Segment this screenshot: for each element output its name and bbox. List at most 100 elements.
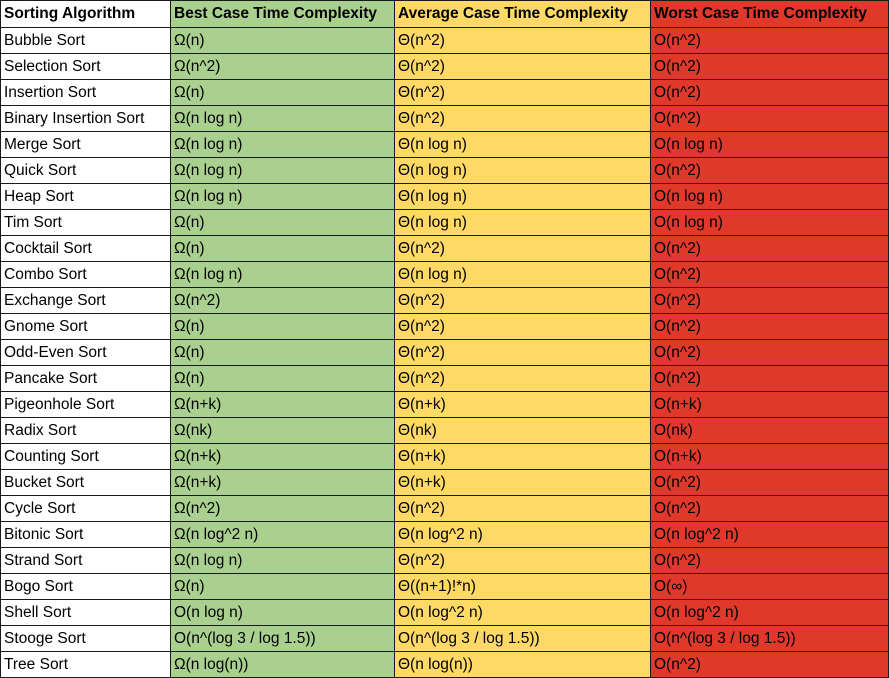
worst-case-cell[interactable]: O(n^2): [650, 53, 889, 80]
best-case-cell[interactable]: Ω(n log(n)): [170, 651, 395, 678]
best-case-cell[interactable]: Ω(n log n): [170, 105, 395, 132]
best-case-cell[interactable]: Ω(n): [170, 79, 395, 106]
algorithm-name-cell[interactable]: Counting Sort: [0, 443, 171, 470]
best-case-cell[interactable]: Ω(n+k): [170, 469, 395, 496]
average-case-cell[interactable]: Θ(n^2): [394, 547, 651, 574]
average-case-cell[interactable]: Θ(n^2): [394, 495, 651, 522]
algorithm-name-cell[interactable]: Bucket Sort: [0, 469, 171, 496]
algorithm-name-cell[interactable]: Selection Sort: [0, 53, 171, 80]
best-case-cell[interactable]: Ω(n log n): [170, 547, 395, 574]
algorithm-name-cell[interactable]: Stooge Sort: [0, 625, 171, 652]
worst-case-cell[interactable]: O(n log n): [650, 209, 889, 236]
best-case-cell[interactable]: Ω(n): [170, 209, 395, 236]
header-average-case[interactable]: Average Case Time Complexity: [394, 0, 651, 28]
algorithm-name-cell[interactable]: Odd-Even Sort: [0, 339, 171, 366]
best-case-cell[interactable]: Ω(n^2): [170, 287, 395, 314]
average-case-cell[interactable]: O(n log^2 n): [394, 599, 651, 626]
worst-case-cell[interactable]: O(n^2): [650, 79, 889, 106]
worst-case-cell[interactable]: O(n^2): [650, 547, 889, 574]
worst-case-cell[interactable]: O(n^2): [650, 313, 889, 340]
average-case-cell[interactable]: Θ(nk): [394, 417, 651, 444]
best-case-cell[interactable]: Ω(n log n): [170, 131, 395, 158]
header-worst-case[interactable]: Worst Case Time Complexity: [650, 0, 889, 28]
best-case-cell[interactable]: Ω(n log n): [170, 183, 395, 210]
average-case-cell[interactable]: O(n^(log 3 / log 1.5)): [394, 625, 651, 652]
average-case-cell[interactable]: Θ(n+k): [394, 391, 651, 418]
best-case-cell[interactable]: Ω(n): [170, 365, 395, 392]
worst-case-cell[interactable]: O(∞): [650, 573, 889, 600]
average-case-cell[interactable]: Θ(n log n): [394, 157, 651, 184]
average-case-cell[interactable]: Θ(n^2): [394, 235, 651, 262]
worst-case-cell[interactable]: O(n+k): [650, 391, 889, 418]
algorithm-name-cell[interactable]: Shell Sort: [0, 599, 171, 626]
worst-case-cell[interactable]: O(n log^2 n): [650, 521, 889, 548]
average-case-cell[interactable]: Θ(n+k): [394, 443, 651, 470]
best-case-cell[interactable]: Ω(n^2): [170, 53, 395, 80]
worst-case-cell[interactable]: O(n^2): [650, 105, 889, 132]
algorithm-name-cell[interactable]: Radix Sort: [0, 417, 171, 444]
worst-case-cell[interactable]: O(n^2): [650, 157, 889, 184]
best-case-cell[interactable]: O(n^(log 3 / log 1.5)): [170, 625, 395, 652]
algorithm-name-cell[interactable]: Bubble Sort: [0, 27, 171, 54]
worst-case-cell[interactable]: O(n log n): [650, 183, 889, 210]
average-case-cell[interactable]: Θ((n+1)!*n): [394, 573, 651, 600]
algorithm-name-cell[interactable]: Insertion Sort: [0, 79, 171, 106]
best-case-cell[interactable]: Ω(n): [170, 27, 395, 54]
algorithm-name-cell[interactable]: Merge Sort: [0, 131, 171, 158]
best-case-cell[interactable]: Ω(n+k): [170, 443, 395, 470]
average-case-cell[interactable]: Θ(n log n): [394, 183, 651, 210]
best-case-cell[interactable]: Ω(n log^2 n): [170, 521, 395, 548]
best-case-cell[interactable]: Ω(n+k): [170, 391, 395, 418]
algorithm-name-cell[interactable]: Bogo Sort: [0, 573, 171, 600]
worst-case-cell[interactable]: O(n^2): [650, 365, 889, 392]
header-best-case[interactable]: Best Case Time Complexity: [170, 0, 395, 28]
worst-case-cell[interactable]: O(n+k): [650, 443, 889, 470]
average-case-cell[interactable]: Θ(n log n): [394, 209, 651, 236]
worst-case-cell[interactable]: O(n^(log 3 / log 1.5)): [650, 625, 889, 652]
worst-case-cell[interactable]: O(n^2): [650, 495, 889, 522]
worst-case-cell[interactable]: O(n log n): [650, 131, 889, 158]
best-case-cell[interactable]: Ω(n): [170, 573, 395, 600]
worst-case-cell[interactable]: O(n^2): [650, 261, 889, 288]
algorithm-name-cell[interactable]: Tree Sort: [0, 651, 171, 678]
worst-case-cell[interactable]: O(n^2): [650, 287, 889, 314]
algorithm-name-cell[interactable]: Combo Sort: [0, 261, 171, 288]
average-case-cell[interactable]: Θ(n log(n)): [394, 651, 651, 678]
worst-case-cell[interactable]: O(n^2): [650, 339, 889, 366]
average-case-cell[interactable]: Θ(n log n): [394, 261, 651, 288]
best-case-cell[interactable]: O(n log n): [170, 599, 395, 626]
header-algorithm[interactable]: Sorting Algorithm: [0, 0, 171, 28]
worst-case-cell[interactable]: O(n log^2 n): [650, 599, 889, 626]
algorithm-name-cell[interactable]: Pigeonhole Sort: [0, 391, 171, 418]
algorithm-name-cell[interactable]: Quick Sort: [0, 157, 171, 184]
average-case-cell[interactable]: Θ(n^2): [394, 287, 651, 314]
algorithm-name-cell[interactable]: Exchange Sort: [0, 287, 171, 314]
worst-case-cell[interactable]: O(n^2): [650, 469, 889, 496]
average-case-cell[interactable]: Θ(n^2): [394, 53, 651, 80]
average-case-cell[interactable]: Θ(n^2): [394, 365, 651, 392]
average-case-cell[interactable]: Θ(n^2): [394, 313, 651, 340]
algorithm-name-cell[interactable]: Cycle Sort: [0, 495, 171, 522]
average-case-cell[interactable]: Θ(n^2): [394, 339, 651, 366]
best-case-cell[interactable]: Ω(n log n): [170, 261, 395, 288]
algorithm-name-cell[interactable]: Heap Sort: [0, 183, 171, 210]
worst-case-cell[interactable]: O(n^2): [650, 27, 889, 54]
algorithm-name-cell[interactable]: Strand Sort: [0, 547, 171, 574]
algorithm-name-cell[interactable]: Cocktail Sort: [0, 235, 171, 262]
best-case-cell[interactable]: Ω(n log n): [170, 157, 395, 184]
average-case-cell[interactable]: Θ(n log^2 n): [394, 521, 651, 548]
algorithm-name-cell[interactable]: Binary Insertion Sort: [0, 105, 171, 132]
best-case-cell[interactable]: Ω(n): [170, 313, 395, 340]
best-case-cell[interactable]: Ω(nk): [170, 417, 395, 444]
average-case-cell[interactable]: Θ(n^2): [394, 79, 651, 106]
worst-case-cell[interactable]: O(n^2): [650, 651, 889, 678]
worst-case-cell[interactable]: O(n^2): [650, 235, 889, 262]
algorithm-name-cell[interactable]: Pancake Sort: [0, 365, 171, 392]
average-case-cell[interactable]: Θ(n+k): [394, 469, 651, 496]
worst-case-cell[interactable]: O(nk): [650, 417, 889, 444]
average-case-cell[interactable]: Θ(n log n): [394, 131, 651, 158]
algorithm-name-cell[interactable]: Tim Sort: [0, 209, 171, 236]
best-case-cell[interactable]: Ω(n): [170, 235, 395, 262]
best-case-cell[interactable]: Ω(n^2): [170, 495, 395, 522]
best-case-cell[interactable]: Ω(n): [170, 339, 395, 366]
